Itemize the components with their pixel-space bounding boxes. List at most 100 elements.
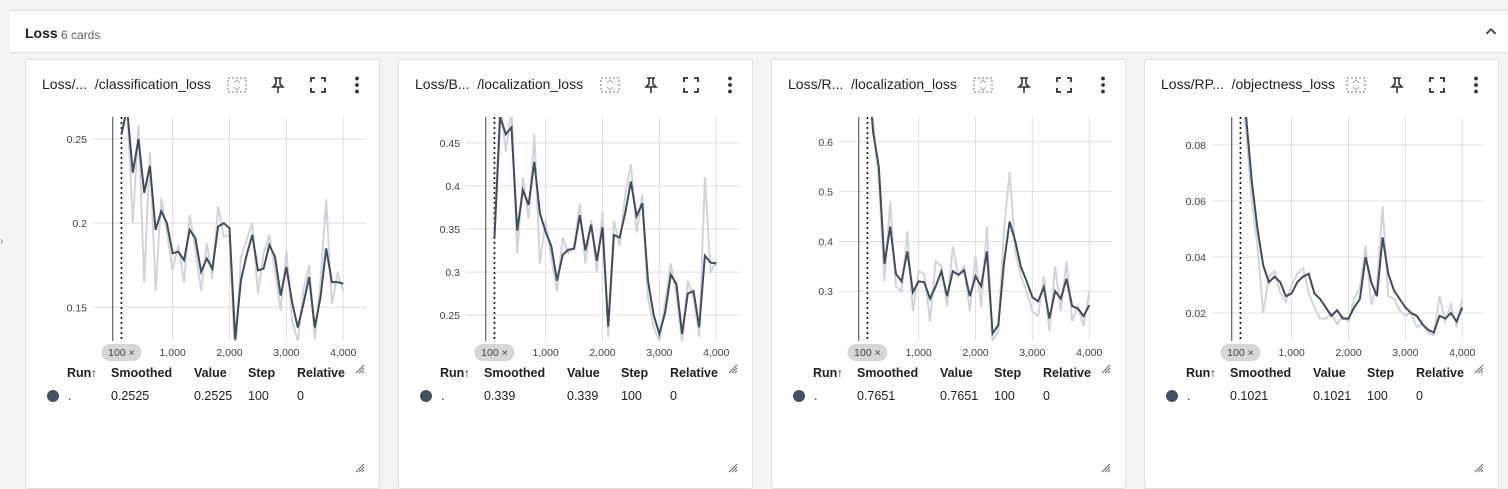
chart-card: Loss/B... /localization_loss 0.25 0.3 0.35 0… — [398, 59, 753, 489]
resize-handle-icon[interactable] — [1101, 361, 1111, 374]
smoothed-series-line — [870, 117, 1091, 337]
raw-series-line — [120, 117, 345, 341]
x-tick-label: 2,000 — [589, 347, 615, 359]
fullscreen-icon[interactable] — [1426, 74, 1448, 96]
more-vert-icon[interactable] — [346, 74, 368, 96]
column-header-relative[interactable]: Relative — [1416, 366, 1464, 380]
y-tick-label: 0.06 — [1186, 196, 1207, 208]
column-header-value[interactable]: Value — [567, 366, 600, 380]
y-tick-label: 0.4 — [445, 181, 460, 193]
group-header[interactable]: Loss 6 cards — [10, 10, 1508, 53]
resize-handle-icon[interactable] — [728, 460, 738, 473]
column-header-smoothed[interactable]: Smoothed — [857, 366, 919, 380]
step-badge — [474, 344, 515, 361]
more-vert-icon[interactable] — [719, 74, 741, 96]
step-badge-label: 100 × — [481, 347, 508, 359]
x-tick-label: 2,000 — [216, 347, 242, 359]
y-tick-label: 0.5 — [818, 187, 833, 199]
raw-series-line — [493, 117, 718, 341]
resize-handle-icon[interactable] — [355, 460, 365, 473]
pin-icon[interactable] — [267, 74, 289, 96]
column-header-relative[interactable]: Relative — [1043, 366, 1091, 380]
column-header-run[interactable]: Run — [440, 366, 465, 380]
fit-domain-icon[interactable] — [226, 74, 248, 96]
y-tick-label: 0.08 — [1186, 140, 1207, 152]
column-header-relative[interactable]: Relative — [297, 366, 345, 380]
column-header-run[interactable]: Run — [813, 366, 838, 380]
line-chart[interactable]: 0.25 0.3 0.35 0.4 0.45 1,000 2,000 3,000 4,000 10… — [399, 100, 754, 361]
column-header-step[interactable]: Step — [1367, 366, 1395, 380]
cell-relative: 0 — [1043, 389, 1050, 403]
column-header-relative[interactable]: Relative — [670, 366, 718, 380]
column-header-run[interactable]: Run — [1186, 366, 1211, 380]
arrow-up-icon[interactable]: ↑ — [91, 366, 97, 380]
column-header-smoothed[interactable]: Smoothed — [111, 366, 173, 380]
pin-icon[interactable] — [1013, 74, 1035, 96]
cell-relative: 0 — [1416, 389, 1423, 403]
line-chart[interactable]: 0.15 0.2 0.25 1,000 2,000 3,000 4,000 100 × — [26, 100, 381, 361]
x-tick-label: 3,000 — [273, 347, 299, 359]
fit-domain-icon[interactable] — [1345, 74, 1367, 96]
y-tick-label: 0.4 — [818, 236, 833, 248]
step-badge-label: 100 × — [108, 347, 135, 359]
fullscreen-icon[interactable] — [307, 74, 329, 96]
x-tick-label: 4,000 — [703, 347, 729, 359]
x-tick-label: 2,000 — [962, 347, 988, 359]
fullscreen-icon[interactable] — [680, 74, 702, 96]
column-header-smoothed[interactable]: Smoothed — [484, 366, 546, 380]
resize-handle-icon[interactable] — [1101, 460, 1111, 473]
left-edge-mark: › — [0, 236, 4, 247]
pin-icon[interactable] — [1386, 74, 1408, 96]
cell-relative: 0 — [670, 389, 677, 403]
resize-handle-icon[interactable] — [728, 361, 738, 374]
cell-smoothed: 0.1021 — [1230, 389, 1269, 403]
smoothed-series-line — [120, 117, 344, 340]
y-tick-label: 0.6 — [818, 137, 833, 149]
column-header-step[interactable]: Step — [621, 366, 649, 380]
chevron-up-icon[interactable] — [1480, 21, 1502, 43]
step-badge — [101, 344, 142, 361]
more-vert-icon[interactable] — [1465, 74, 1487, 96]
run-color-dot — [793, 390, 805, 402]
y-tick-label: 0.04 — [1186, 252, 1207, 264]
x-tick-label: 1,000 — [905, 347, 931, 359]
cell-smoothed: 0.339 — [484, 389, 516, 403]
column-header-value[interactable]: Value — [194, 366, 227, 380]
column-header-step[interactable]: Step — [994, 366, 1022, 380]
cell-step: 100 — [248, 389, 269, 403]
pin-icon[interactable] — [640, 74, 662, 96]
step-badge — [1220, 344, 1261, 361]
y-tick-label: 0.35 — [440, 224, 461, 236]
arrow-up-icon[interactable]: ↑ — [464, 366, 470, 380]
fullscreen-icon[interactable] — [1053, 74, 1075, 96]
x-tick-label: 1,000 — [532, 347, 558, 359]
column-header-value[interactable]: Value — [940, 366, 973, 380]
resize-handle-icon[interactable] — [1474, 361, 1484, 374]
cell-run: . — [68, 389, 72, 403]
cell-smoothed: 0.7651 — [857, 389, 896, 403]
column-header-run[interactable]: Run — [67, 366, 92, 380]
cell-value: 0.339 — [567, 389, 599, 403]
arrow-up-icon[interactable]: ↑ — [837, 366, 843, 380]
cell-value: 0.2525 — [194, 389, 233, 403]
fit-domain-icon[interactable] — [599, 74, 621, 96]
line-chart[interactable]: 0.3 0.4 0.5 0.6 1,000 2,000 3,000 4,000 100 × — [772, 100, 1127, 361]
arrow-up-icon[interactable]: ↑ — [1210, 366, 1216, 380]
y-tick-label: 0.2 — [72, 218, 87, 230]
column-header-value[interactable]: Value — [1313, 366, 1346, 380]
line-chart[interactable]: 0.02 0.04 0.06 0.08 1,000 2,000 3,000 4,000 100 … — [1145, 100, 1500, 361]
y-tick-label: 0.25 — [67, 134, 88, 146]
card-title: Loss/RP... /objectness_loss — [1161, 76, 1336, 92]
resize-handle-icon[interactable] — [355, 361, 365, 374]
cell-run: . — [441, 389, 445, 403]
y-tick-label: 0.15 — [67, 302, 88, 314]
fit-domain-icon[interactable] — [972, 74, 994, 96]
column-header-smoothed[interactable]: Smoothed — [1230, 366, 1292, 380]
column-header-step[interactable]: Step — [248, 366, 276, 380]
x-tick-label: 3,000 — [1019, 347, 1045, 359]
x-tick-label: 4,000 — [1449, 347, 1475, 359]
cell-run: . — [1187, 389, 1191, 403]
resize-handle-icon[interactable] — [1474, 460, 1484, 473]
more-vert-icon[interactable] — [1092, 74, 1114, 96]
step-badge-label: 100 × — [1227, 347, 1254, 359]
